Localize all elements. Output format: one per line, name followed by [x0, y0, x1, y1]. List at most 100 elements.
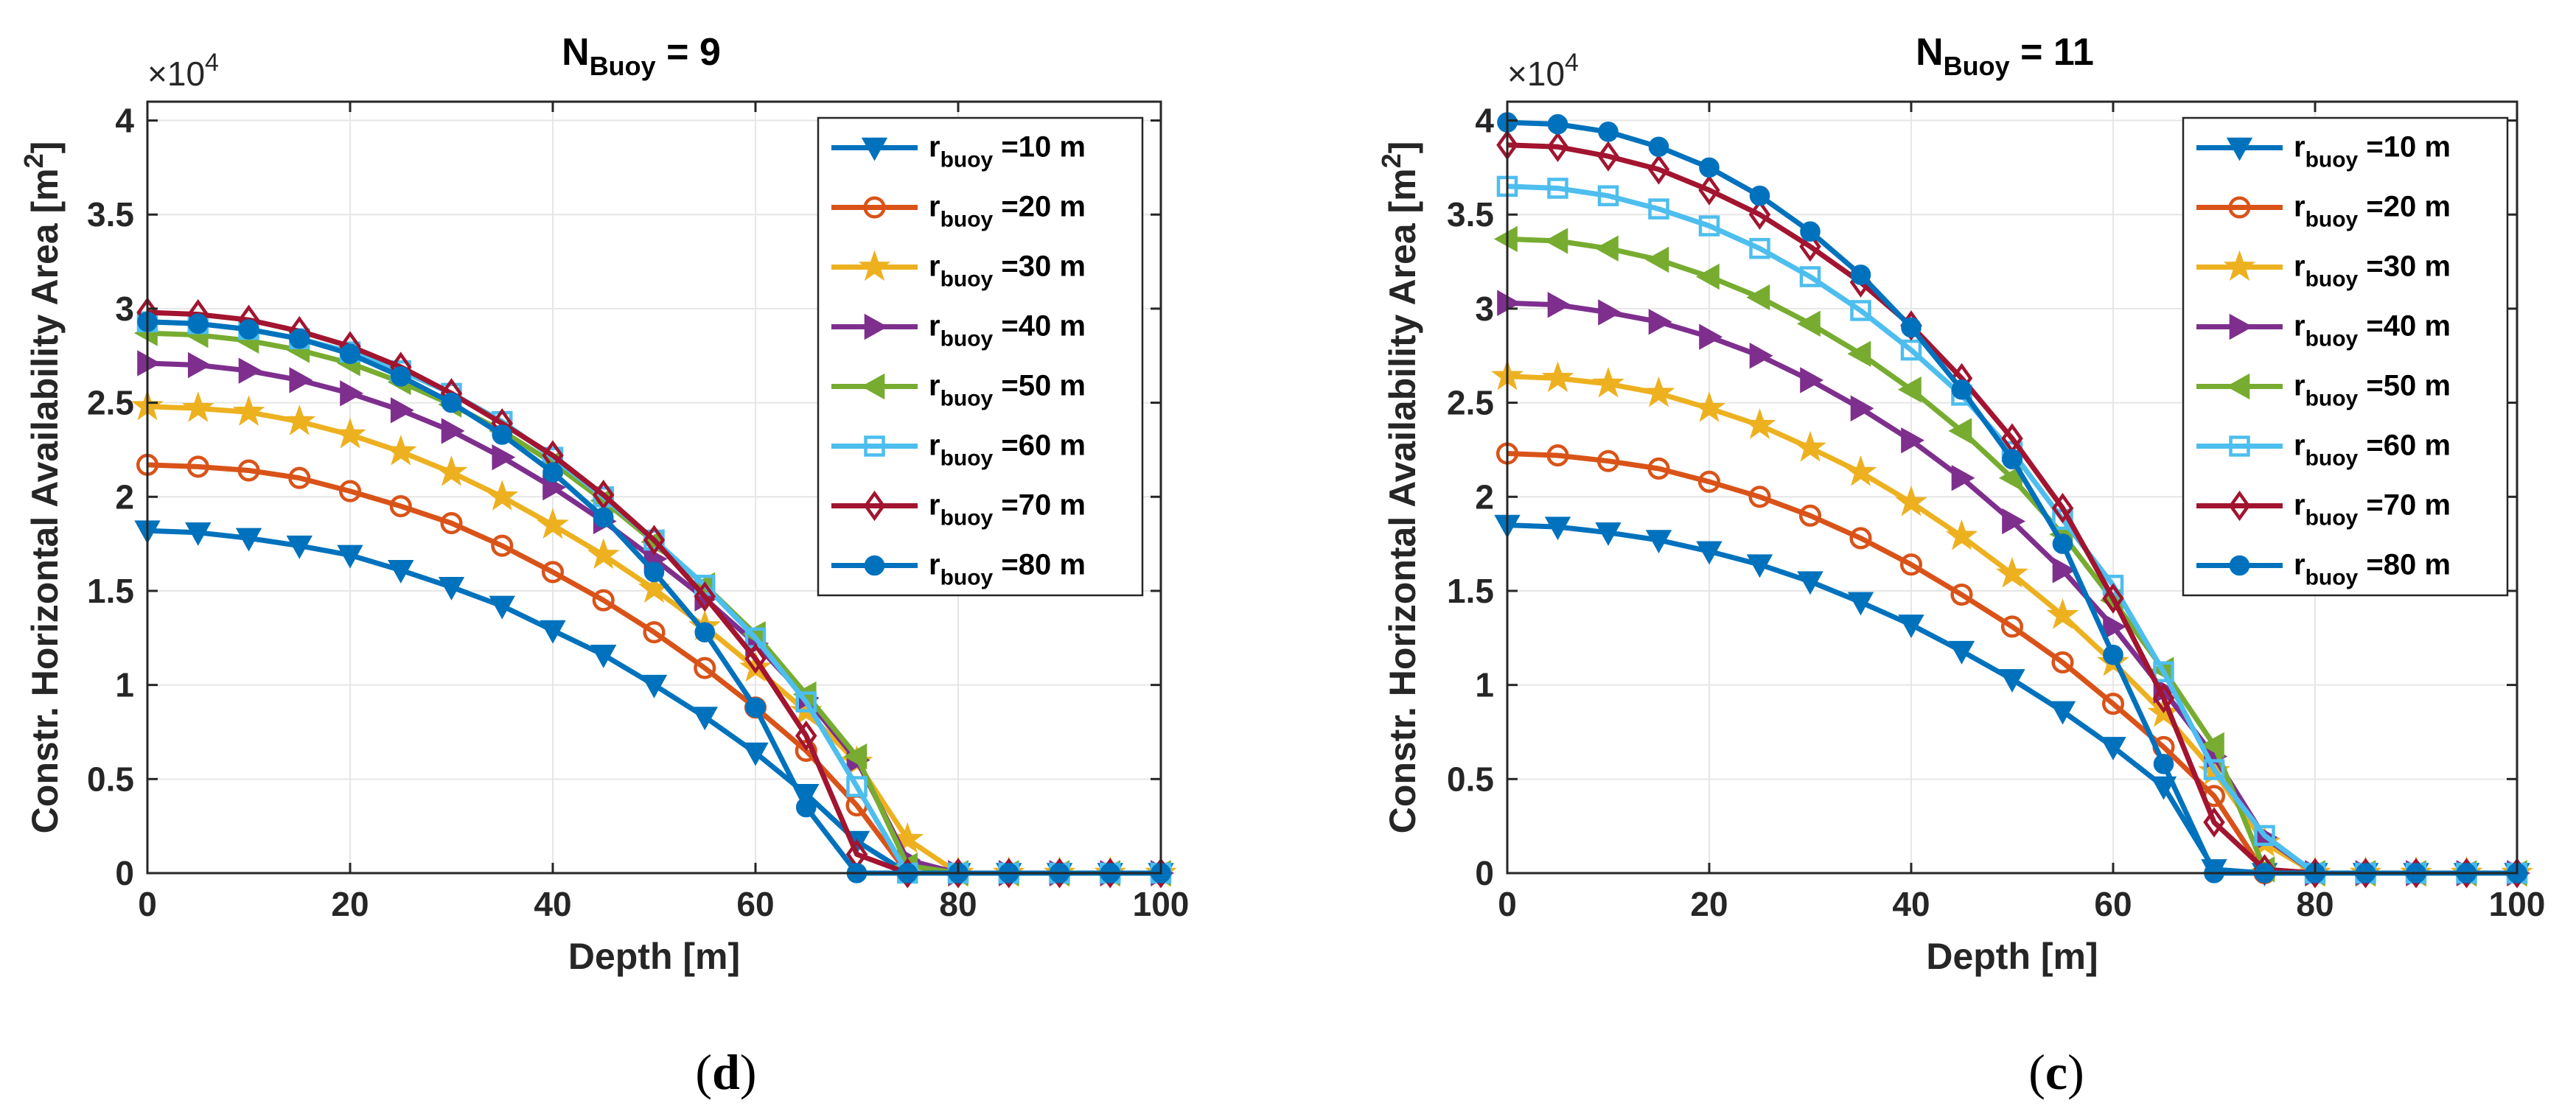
data-point: [1799, 231, 1821, 262]
x-axis-label: Depth [m]: [1926, 936, 2098, 977]
data-point: [795, 691, 817, 712]
legend-marker: [2229, 555, 2250, 576]
legend-label-rest: =30 m: [2358, 251, 2451, 283]
data-point: [1800, 367, 1824, 393]
legend-label: rbuoy =60 m: [929, 430, 1086, 471]
data-point: [1697, 470, 1721, 493]
data-point: [232, 395, 265, 426]
legend-label-main: r: [2294, 191, 2306, 223]
data-point: [1648, 309, 1672, 335]
data-point: [286, 535, 313, 559]
legend-entry: rbuoy =70 m: [2196, 489, 2451, 531]
data-point: [289, 328, 310, 349]
data-point: [1547, 292, 1571, 318]
data-point: [1647, 457, 1670, 480]
x-tick-label: 0: [138, 885, 157, 923]
legend-label-rest: =80 m: [993, 549, 1086, 581]
legend-label-main: r: [929, 191, 940, 223]
legend-label-main: r: [2294, 370, 2306, 402]
data-point: [846, 776, 868, 797]
data-point: [2153, 754, 2174, 774]
legend-marker: [864, 555, 885, 576]
legend-label-subscript: buoy: [2306, 267, 2359, 292]
legend-marker: [2229, 313, 2253, 340]
x-tick-label: 80: [2296, 885, 2334, 923]
y-axis-label: Constr. Horizontal Availability Area [m2…: [18, 141, 66, 834]
data-point: [1796, 310, 1821, 337]
data-point: [340, 380, 364, 407]
y-axis-label: Constr. Horizontal Availability Area [m2…: [1376, 141, 1423, 834]
legend-label-subscript: buoy: [2306, 387, 2359, 411]
data-point: [1598, 299, 1622, 326]
data-point: [1547, 178, 1568, 199]
data-point: [694, 622, 716, 642]
data-point: [489, 595, 515, 620]
legend-label: rbuoy =20 m: [2294, 191, 2451, 232]
data-point: [2049, 701, 2076, 725]
y-tick-label: 1.5: [1447, 572, 1494, 610]
data-point: [1597, 185, 1619, 206]
x-tick-label: 100: [1133, 885, 1190, 923]
panel-letter: d: [712, 1044, 740, 1100]
data-point: [1948, 418, 1972, 444]
data-point: [1748, 199, 1771, 230]
y-tick-label: 2: [1475, 477, 1494, 516]
legend-label-rest: =20 m: [2358, 191, 2451, 223]
data-point: [2000, 615, 2024, 638]
data-point: [1544, 228, 1568, 254]
legend-entry: rbuoy =20 m: [831, 191, 1086, 232]
data-point: [1844, 455, 1877, 486]
data-point: [1847, 592, 1874, 616]
data-point: [1797, 571, 1823, 595]
data-point: [2102, 583, 2124, 614]
data-point: [1945, 519, 1978, 550]
data-point: [1596, 449, 1620, 472]
data-point: [2002, 449, 2022, 469]
data-point: [1598, 122, 1619, 142]
data-point: [1546, 131, 1569, 162]
data-point: [2101, 693, 2125, 715]
data-point: [491, 534, 514, 557]
data-point: [1899, 553, 1923, 576]
x-tick-label: 0: [1498, 885, 1517, 923]
legend-label: rbuoy =60 m: [2294, 430, 2451, 471]
data-point: [2203, 759, 2225, 780]
data-point: [1544, 517, 1571, 541]
data-point: [2200, 732, 2224, 759]
y-tick-label: 2: [115, 477, 134, 516]
data-point: [1696, 541, 1722, 565]
legend-label-subscript: buoy: [2306, 148, 2359, 172]
legend-entry: rbuoy =30 m: [831, 250, 1086, 292]
data-point: [1743, 408, 1776, 439]
legend-label: rbuoy =70 m: [929, 489, 1086, 531]
data-point: [1695, 263, 1720, 290]
legend-marker: [2229, 435, 2250, 457]
data-point: [1901, 427, 1925, 454]
legend-label-subscript: buoy: [940, 387, 994, 411]
legend-label-main: r: [2294, 489, 2306, 522]
data-point: [438, 577, 465, 600]
exponent-base: ×10: [1507, 55, 1565, 93]
data-point: [1794, 430, 1826, 462]
legend-label-main: r: [2294, 549, 2306, 581]
data-point: [643, 561, 665, 583]
legend-entry: rbuoy =20 m: [2196, 191, 2451, 232]
legend-label-subscript: buoy: [2306, 208, 2359, 232]
data-point: [1749, 343, 1773, 369]
data-point: [137, 350, 161, 377]
data-point: [1546, 444, 1569, 467]
data-point: [1547, 113, 1568, 135]
data-point: [1900, 339, 1922, 361]
legend-label-rest: =10 m: [993, 131, 1086, 164]
legend-label-rest: =20 m: [993, 191, 1086, 223]
title-subscript: Buoy: [1944, 51, 2010, 81]
data-point: [235, 528, 262, 552]
axes-box: [146, 100, 1162, 875]
y-tick-label: 2.5: [1447, 384, 1494, 422]
data-point: [1850, 265, 1871, 285]
legend-label-main: r: [929, 310, 940, 343]
data-point: [1898, 614, 1924, 638]
legend-label-main: r: [929, 489, 940, 522]
